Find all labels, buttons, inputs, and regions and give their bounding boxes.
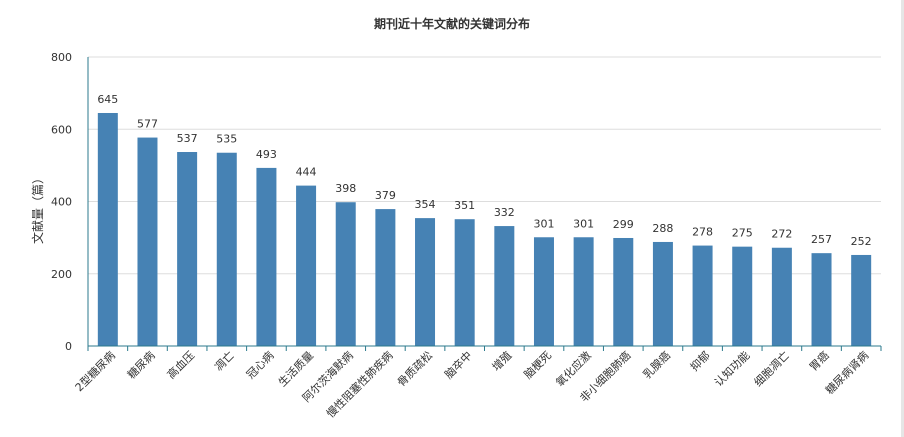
scrollbar-edge <box>901 0 904 437</box>
bar <box>415 218 436 346</box>
x-tick-label: 细胞凋亡 <box>751 348 792 389</box>
x-tick-label: 脑梗死 <box>521 348 554 381</box>
x-tick-label: 冠心病 <box>243 348 276 381</box>
x-tick-label: 糖尿病 <box>124 348 157 381</box>
data-label: 537 <box>177 132 198 145</box>
data-label: 645 <box>97 93 118 106</box>
x-tick-label: 慢性阻塞性肺疾病 <box>323 348 395 420</box>
y-tick-label: 0 <box>65 340 72 353</box>
bar <box>771 247 792 346</box>
x-tick-label: 生活质量 <box>275 348 316 389</box>
x-tick-label: 增殖 <box>489 348 514 373</box>
data-label: 301 <box>533 217 554 230</box>
data-label: 444 <box>296 166 317 179</box>
bar <box>692 245 713 346</box>
bars <box>97 112 872 347</box>
bar <box>811 253 832 346</box>
chart-title: 期刊近十年文献的关键词分布 <box>374 16 530 31</box>
data-label: 493 <box>256 148 277 161</box>
bar <box>335 202 356 346</box>
y-tick-label: 400 <box>51 196 72 209</box>
data-label: 301 <box>573 217 594 230</box>
bar <box>732 246 753 346</box>
bar <box>216 152 237 346</box>
bar <box>613 237 634 346</box>
data-label: 332 <box>494 206 515 219</box>
bar <box>533 237 554 346</box>
x-tick-label: 糖尿病肾病 <box>823 348 872 397</box>
data-label: 275 <box>732 227 753 240</box>
data-labels: 645 577 537 535 493 444 398 379 354 351 332 301 301 2… <box>97 93 871 248</box>
data-label: 257 <box>811 233 832 246</box>
bar <box>573 237 594 346</box>
x-tick-label: 抑郁 <box>687 348 712 373</box>
data-label: 535 <box>216 133 237 146</box>
bar <box>851 254 872 346</box>
data-label: 351 <box>454 199 475 212</box>
x-tick-label: 认知功能 <box>711 348 752 389</box>
bar <box>137 137 158 346</box>
bar <box>494 226 515 346</box>
bar <box>97 112 118 347</box>
bar <box>454 219 475 346</box>
y-axis-label: 文献量（篇） <box>30 172 45 244</box>
y-tick-label: 600 <box>51 123 72 136</box>
data-label: 299 <box>613 218 634 231</box>
x-tick-label: 骨质疏松 <box>394 348 435 389</box>
data-label: 278 <box>692 226 713 239</box>
x-tick-label: 胃癌 <box>806 348 831 373</box>
axes <box>87 57 882 351</box>
bar <box>652 241 673 346</box>
bar <box>296 185 317 346</box>
x-tick-label: 2型糖尿病 <box>72 348 118 394</box>
x-tick-label: 凋亡 <box>211 348 236 373</box>
data-label: 354 <box>415 198 436 211</box>
data-label: 272 <box>771 228 792 241</box>
data-label: 288 <box>652 222 673 235</box>
bar <box>177 152 198 346</box>
x-tick-label: 乳腺癌 <box>640 348 673 381</box>
bar <box>375 209 396 346</box>
x-tick-label: 脑卒中 <box>442 348 475 381</box>
bar <box>256 167 277 346</box>
data-label: 398 <box>335 182 356 195</box>
data-label: 577 <box>137 118 158 131</box>
y-tick-label: 800 <box>51 51 72 64</box>
x-tick-label: 高血压 <box>164 348 197 381</box>
grid-lines <box>88 56 881 275</box>
data-label: 252 <box>851 235 872 248</box>
y-tick-label: 200 <box>51 268 72 281</box>
x-tick-label: 氧化应激 <box>553 348 594 389</box>
data-label: 379 <box>375 189 396 202</box>
y-tick-labels: 0 200 400 600 800 <box>51 51 72 353</box>
